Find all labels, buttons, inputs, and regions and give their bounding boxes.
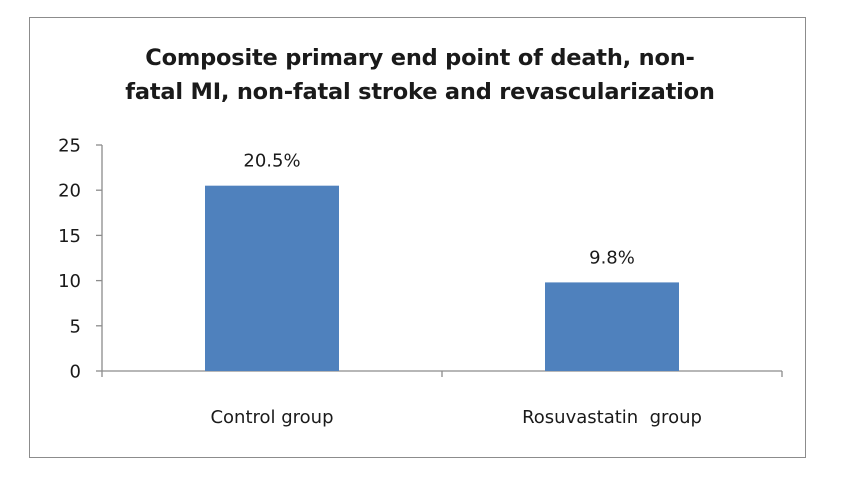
labels: 20.5% Control group 9.8% Rosuvastatin group bbox=[210, 151, 701, 428]
chart-title-line-2: fatal MI, non-fatal stroke and revascula… bbox=[125, 79, 715, 105]
data-label-1: 20.5% bbox=[243, 151, 300, 172]
y-tick-label: 20 bbox=[58, 181, 81, 202]
chart-frame bbox=[29, 17, 806, 458]
axes: 0 5 10 15 20 25 bbox=[58, 136, 783, 383]
y-tick-label: 5 bbox=[70, 316, 81, 337]
category-label-1: Control group bbox=[210, 407, 333, 428]
y-tick-label: 15 bbox=[58, 226, 81, 247]
y-tick-label: 25 bbox=[58, 136, 81, 157]
y-tick-label: 10 bbox=[58, 271, 81, 292]
chart-title: Composite primary end point of death, no… bbox=[60, 41, 780, 109]
bars bbox=[205, 185, 679, 371]
bar-1 bbox=[205, 185, 339, 371]
chart-title-line-1: Composite primary end point of death, no… bbox=[145, 45, 695, 71]
data-label-2: 9.8% bbox=[589, 247, 635, 268]
y-tick-label: 0 bbox=[70, 362, 81, 383]
category-label-2: Rosuvastatin group bbox=[522, 407, 702, 428]
bar-2 bbox=[545, 282, 679, 371]
